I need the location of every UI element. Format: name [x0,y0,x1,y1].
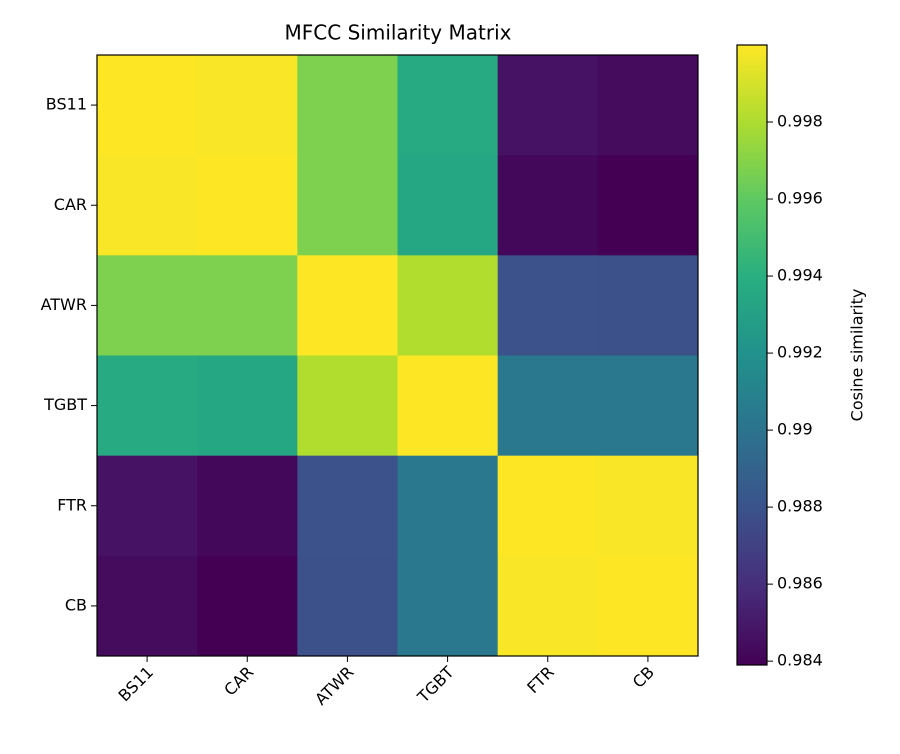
heatmap-cell [597,455,699,557]
heatmap-cell [97,555,198,657]
colorbar-tick-label: 0.986 [777,574,823,593]
heatmap-cell [597,155,699,256]
heatmap-cell [397,55,499,156]
colorbar-tick-label: 0.988 [777,497,823,516]
x-tick-label: BS11 [115,663,158,706]
heatmap-cell [297,555,398,657]
colorbar [736,44,768,666]
heatmap-cell [97,255,198,356]
heatmap-cell [497,255,599,356]
heatmap-cell [397,255,499,356]
heatmap-cell [97,155,198,256]
colorbar-tick-label: 0.998 [777,112,823,131]
colorbar-tick-label: 0.994 [777,266,823,285]
heatmap-cell [97,55,198,156]
heatmap-cell [597,355,699,457]
heatmap-cell [497,55,599,156]
heatmap-cell [197,55,298,156]
heatmap-cell [397,555,499,657]
heatmap-cell [97,455,198,557]
y-tick-label: TGBT [43,395,87,414]
plot-frame [96,54,699,657]
colorbar-label: Cosine similarity [848,289,867,422]
y-tick-label: FTR [57,495,87,514]
heatmap-cell [597,555,699,657]
heatmap-cell [397,155,499,256]
heatmap-cell [197,155,298,256]
heatmap-cell [97,355,198,457]
heatmap-cell [597,255,699,356]
heatmap-cell [197,355,298,457]
heatmap-cell [297,255,398,356]
heatmap-cell [197,555,298,657]
heatmap-cell [397,355,499,457]
x-tick-label: CB [629,663,658,692]
heatmap-cell [297,355,398,457]
heatmap-cell [597,55,699,156]
colorbar-tick-label: 0.984 [777,651,823,670]
heatmap-cell [197,255,298,356]
colorbar-tick-label: 0.996 [777,189,823,208]
heatmap-cell [397,455,499,557]
y-tick-label: CAR [54,195,87,214]
heatmap-cell [497,155,599,256]
y-tick-label: ATWR [41,295,87,314]
heatmap-cell [497,355,599,457]
heatmap-cell [497,455,599,557]
heatmap-cell [297,155,398,256]
heatmap-cell [497,555,599,657]
x-tick-label: FTR [523,663,558,698]
colorbar-tick-label: 0.992 [777,343,823,362]
y-tick-label: BS11 [46,95,87,114]
heatmap-cell [297,455,398,557]
x-tick-label: CAR [220,663,257,700]
x-tick-label: ATWR [311,663,357,709]
y-tick-label: CB [65,595,87,614]
heatmap-cell [297,55,398,156]
x-tick-label: TGBT [413,662,458,707]
colorbar-tick-label: 0.99 [777,420,813,439]
chart-title: MFCC Similarity Matrix [285,21,512,45]
heatmap-cell [197,455,298,557]
